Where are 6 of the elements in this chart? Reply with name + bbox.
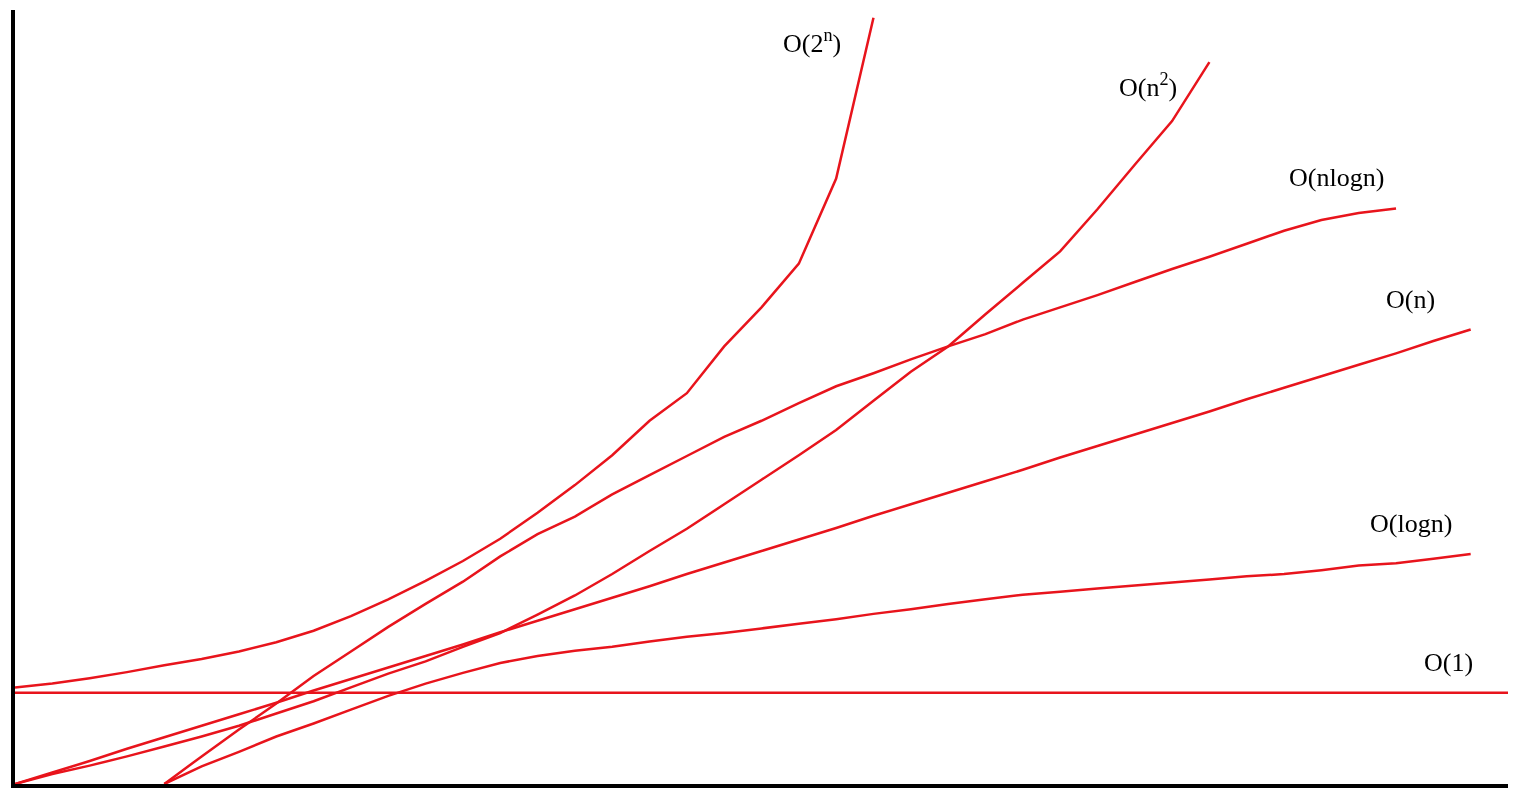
series-label: O(nlogn) (1289, 163, 1385, 192)
series-label: O(logn) (1370, 509, 1453, 538)
series-label: O(n) (1386, 285, 1436, 314)
series-label: O(n$^{2}$) (1119, 69, 1178, 102)
series-label: O(1) (1424, 648, 1474, 677)
series-label: O(2$^{n}$) (783, 25, 842, 58)
